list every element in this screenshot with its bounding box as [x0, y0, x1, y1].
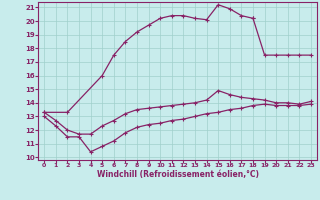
- X-axis label: Windchill (Refroidissement éolien,°C): Windchill (Refroidissement éolien,°C): [97, 170, 259, 179]
